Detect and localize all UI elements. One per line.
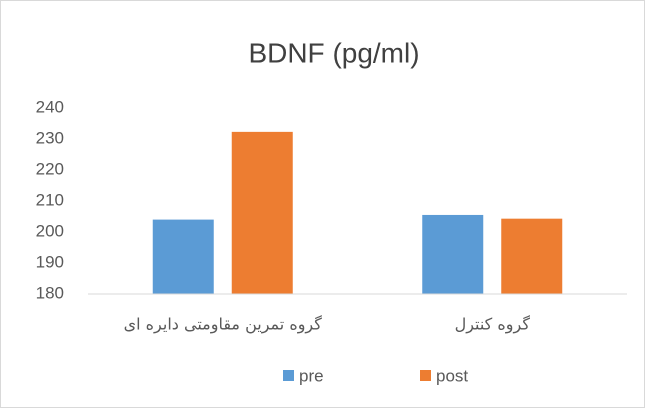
y-tick-label: 180: [36, 283, 64, 302]
bar: [231, 131, 293, 294]
chart-title: BDNF (pg/ml): [248, 37, 419, 68]
legend-label: pre: [299, 366, 324, 385]
bar: [422, 214, 484, 294]
bar: [501, 218, 563, 294]
legend-label: post: [436, 366, 468, 385]
y-tick-label: 190: [36, 252, 64, 271]
x-tick-label: گروه کنترل: [455, 315, 531, 335]
y-tick-label: 230: [36, 128, 64, 147]
legend-swatch: [420, 370, 431, 381]
y-tick-label: 210: [36, 190, 64, 209]
y-tick-label: 240: [36, 97, 64, 116]
y-tick-label: 200: [36, 221, 64, 240]
x-tick-label: گروه تمرین مقاومتی دایره ای: [124, 315, 323, 335]
legend-swatch: [283, 370, 294, 381]
bar: [152, 219, 214, 294]
y-tick-label: 220: [36, 159, 64, 178]
